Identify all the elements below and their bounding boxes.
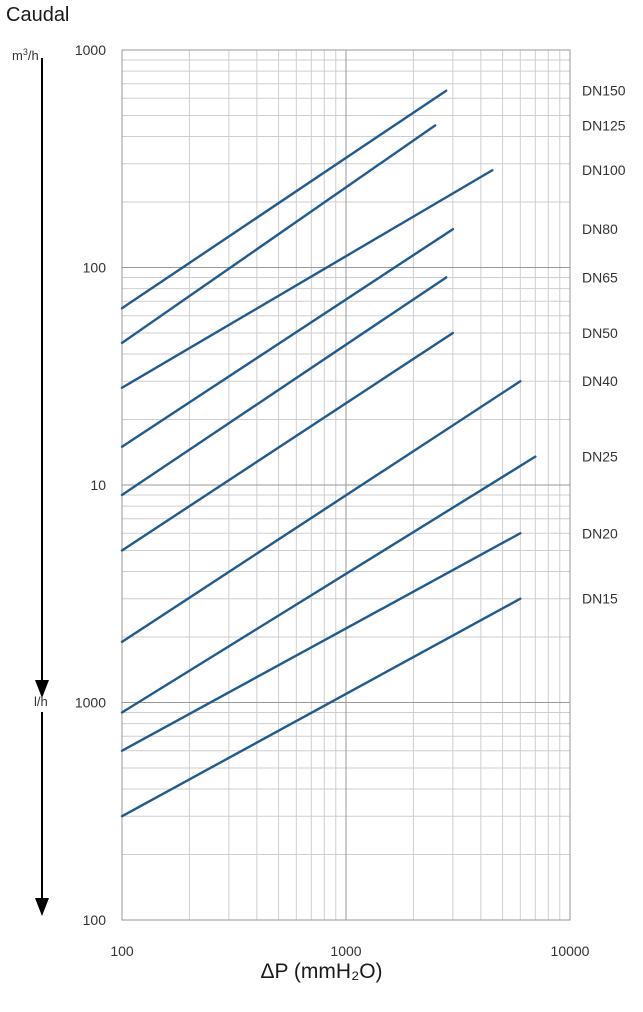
lower-axis-arrow-head: [35, 898, 49, 916]
y-tick-label: 100: [83, 260, 107, 276]
series-label-dn40: DN40: [582, 373, 618, 389]
series-line-dn40: [120, 380, 522, 644]
axis-arrows: [35, 58, 49, 916]
y-tick-label: 1000: [75, 695, 106, 711]
y-tick-label: 10: [90, 477, 106, 493]
chart-title: Caudal: [6, 4, 70, 26]
series-label-dn25: DN25: [582, 449, 618, 465]
series-labels: DN150 DN125 DN100 DN80 DN65 DN50 DN40 DN25 DN20 D…: [582, 83, 626, 607]
unit-m3h-label: m3/h: [12, 47, 39, 63]
x-tick-label: 100: [110, 943, 134, 959]
x-axis-label: ΔP (mmH₂O): [260, 960, 383, 983]
series-line-dn20: [120, 532, 522, 752]
series-line-dn80: [120, 228, 455, 448]
y-tick-labels: 1000 100 10 1000 100: [75, 42, 106, 928]
x-tick-label: 10000: [551, 943, 590, 959]
series-lines: [120, 89, 537, 818]
series-label-dn150: DN150: [582, 83, 626, 99]
series-line-dn150: [120, 89, 448, 310]
plot-border: [121, 49, 571, 921]
series-line-dn25: [120, 455, 537, 714]
series-label-dn15: DN15: [582, 591, 618, 607]
x-tick-label: 1000: [330, 943, 361, 959]
series-label-dn80: DN80: [582, 221, 618, 237]
series-label-dn100: DN100: [582, 162, 626, 178]
series-line-dn50: [120, 331, 455, 552]
series-line-dn100: [120, 169, 494, 389]
series-label-dn125: DN125: [582, 117, 626, 133]
plot-frame: [121, 49, 571, 921]
series-line-dn15: [120, 597, 522, 818]
y-tick-label: 1000: [75, 42, 106, 58]
series-label-dn65: DN65: [582, 269, 618, 285]
series-label-dn20: DN20: [582, 525, 618, 541]
series-line-dn65: [120, 276, 448, 497]
series-line-dn125: [120, 124, 437, 345]
unit-lh-label: l/h: [34, 694, 48, 709]
series-label-dn50: DN50: [582, 325, 618, 341]
y-tick-label: 100: [83, 912, 107, 928]
upper-axis-arrow-head: [35, 680, 49, 698]
x-tick-labels: 100 1000 10000: [110, 943, 589, 959]
